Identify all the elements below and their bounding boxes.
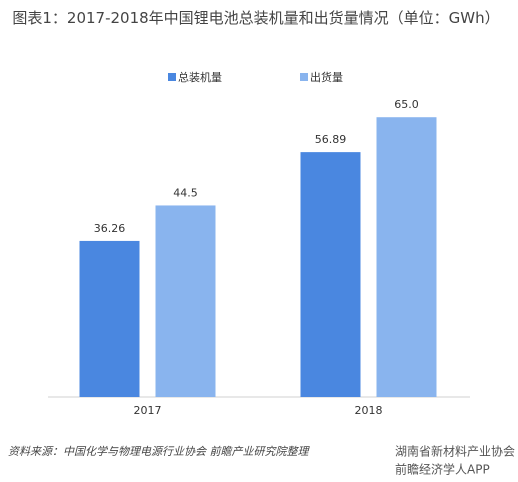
bar: [155, 205, 216, 397]
value-label: 65.0: [394, 98, 419, 111]
chart-title: 图表1：2017-2018年中国锂电池总装机量和出货量情况（单位：GWh）: [12, 9, 500, 27]
watermark: 湖南省新材料产业协会: [395, 444, 515, 459]
source: 资料来源：中国化学与物理电源行业协会 前瞻产业研究院整理: [8, 445, 310, 458]
legend-label: 出货量: [310, 70, 343, 84]
x-tick-label: 2018: [355, 404, 383, 417]
value-label: 44.5: [173, 186, 198, 199]
bar: [300, 152, 361, 397]
bar: [79, 240, 140, 397]
x-tick-label: 2017: [134, 404, 162, 417]
bar: [376, 117, 437, 397]
value-label: 56.89: [315, 133, 347, 146]
value-label: 36.26: [94, 222, 126, 235]
legend-label: 总装机量: [178, 70, 222, 84]
legend-swatch: [168, 73, 176, 81]
watermark: 前瞻经济学人APP: [395, 462, 490, 477]
legend-swatch: [300, 73, 308, 81]
